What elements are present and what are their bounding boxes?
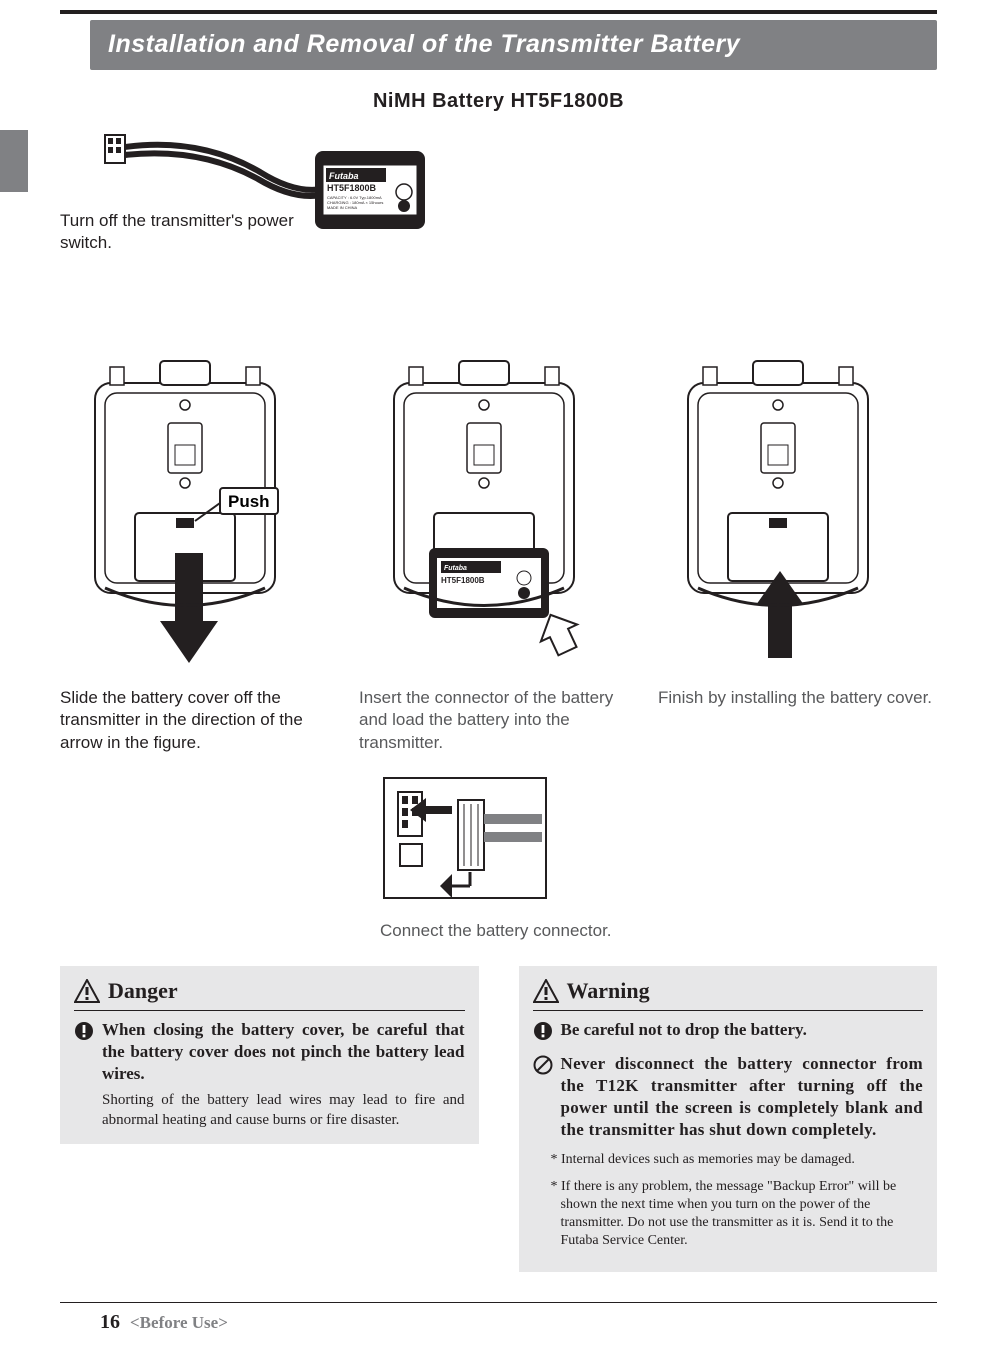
- step-pre-text: Turn off the transmitter's power switch.: [60, 210, 300, 254]
- side-tab: [0, 130, 28, 192]
- danger-p2: Shorting of the battery lead wires may l…: [102, 1091, 465, 1130]
- prohibition-icon: [533, 1055, 553, 1075]
- battery-brand-label: Futaba: [329, 171, 359, 181]
- section-label: <Before Use>: [130, 1312, 228, 1335]
- step-2: Futaba HT5F1800B Insert the connector of…: [359, 353, 638, 753]
- warning-p2-text: Never disconnect the battery connector f…: [561, 1053, 924, 1141]
- warning-p1: Be careful not to drop the battery.: [533, 1019, 924, 1041]
- battery-spec3: MADE IN CHINA: [327, 205, 358, 210]
- danger-p1: When closing the battery cover, be caref…: [74, 1019, 465, 1085]
- push-label: Push: [228, 492, 270, 511]
- page-number: 16: [100, 1309, 120, 1336]
- transmitter-fig-1: Push: [60, 353, 320, 673]
- diagram-row: Push Slide the battery cover off the tra…: [60, 353, 937, 753]
- step3-caption: Finish by installing the battery cover.: [658, 687, 937, 709]
- step-3: Finish by installing the battery cover.: [658, 353, 937, 709]
- step-1: Push Slide the battery cover off the tra…: [60, 353, 339, 753]
- warning-triangle-icon: [74, 979, 100, 1003]
- danger-head-text: Danger: [108, 976, 178, 1006]
- page-footer: 16 <Before Use>: [60, 1302, 937, 1336]
- warning-notes: * Internal devices such as memories may …: [543, 1151, 924, 1250]
- manual-page: Installation and Removal of the Transmit…: [0, 10, 987, 1356]
- step2-caption: Insert the connector of the battery and …: [359, 687, 638, 753]
- small-brand: Futaba: [444, 565, 467, 572]
- connector-caption: Connect the battery connector.: [380, 920, 670, 942]
- warning-note1: * Internal devices such as memories may …: [543, 1151, 924, 1169]
- warning-p2: Never disconnect the battery connector f…: [533, 1053, 924, 1141]
- warning-box: Warning Be careful not to drop the batte…: [519, 966, 938, 1272]
- danger-box: Danger When closing the battery cover, b…: [60, 966, 479, 1144]
- page-title-bar: Installation and Removal of the Transmit…: [90, 20, 937, 70]
- safety-row: Danger When closing the battery cover, b…: [60, 966, 937, 1272]
- transmitter-fig-3: [658, 353, 898, 673]
- battery-model-label: HT5F1800B: [327, 183, 377, 193]
- warning-head-text: Warning: [567, 976, 650, 1006]
- exclamation-circle-icon: [533, 1021, 553, 1041]
- danger-p1-text: When closing the battery cover, be caref…: [102, 1019, 465, 1085]
- warning-triangle-icon: [533, 979, 559, 1003]
- connector-block: Connect the battery connector.: [380, 774, 670, 943]
- page-title: Installation and Removal of the Transmit…: [108, 30, 740, 58]
- transmitter-fig-2: Futaba HT5F1800B: [359, 353, 619, 673]
- warning-head: Warning: [533, 976, 924, 1011]
- danger-head: Danger: [74, 976, 465, 1011]
- top-rule: [60, 10, 937, 14]
- connector-illustration: [380, 774, 550, 904]
- warning-p1-text: Be careful not to drop the battery.: [561, 1019, 924, 1041]
- exclamation-circle-icon: [74, 1021, 94, 1041]
- step1-caption: Slide the battery cover off the transmit…: [60, 687, 339, 753]
- battery-subtitle: NiMH Battery HT5F1800B: [60, 88, 937, 115]
- small-model: HT5F1800B: [441, 576, 485, 585]
- warning-note2: * If there is any problem, the message "…: [543, 1178, 924, 1251]
